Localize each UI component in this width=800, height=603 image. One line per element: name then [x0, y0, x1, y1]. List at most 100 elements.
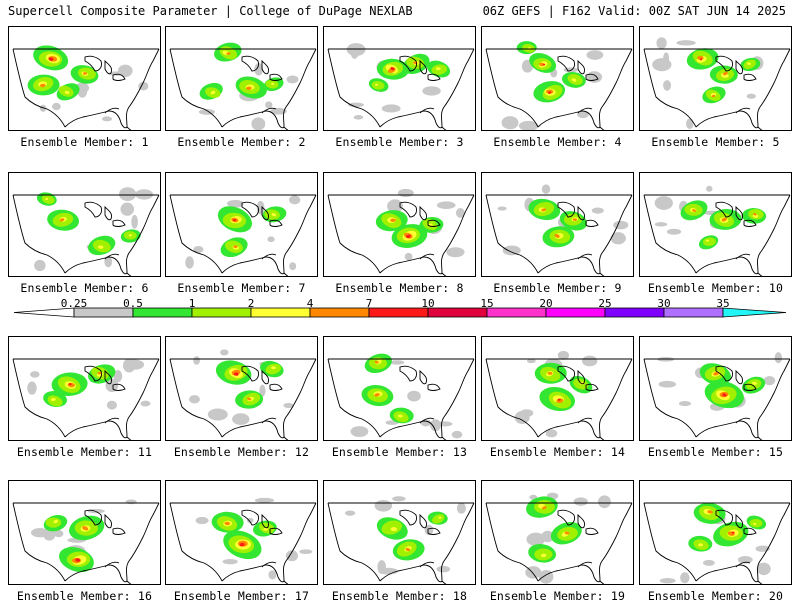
map-panel-member-2: [165, 26, 318, 131]
scp-shading-light: [389, 360, 405, 365]
member-caption: Ensemble Member: 12: [173, 445, 310, 459]
scp-shading: [753, 213, 757, 216]
scp-shading: [554, 234, 560, 238]
scp-shading: [721, 217, 727, 222]
scp-shading: [571, 78, 577, 82]
scp-shading: [540, 553, 547, 558]
colorbar-segment: [663, 307, 724, 318]
scp-shading: [263, 527, 269, 531]
scp-shading: [731, 531, 735, 534]
scp-map: [485, 184, 633, 276]
member-caption: Ensemble Member: 8: [335, 281, 464, 295]
colorbar-tick-label: 35: [716, 297, 730, 310]
coastline: [577, 253, 605, 276]
scp-shading-light: [404, 252, 413, 261]
member-caption: Ensemble Member: 6: [20, 281, 149, 295]
scp-shading: [233, 245, 238, 248]
map-panel-member-7: [165, 172, 318, 277]
map-panel-member-14: [481, 336, 634, 441]
scp-shading-light: [265, 101, 273, 109]
scp-shading: [752, 214, 759, 218]
map-panel-member-18: [323, 480, 476, 585]
colorbar-tick-label: 25: [598, 297, 612, 310]
scp-shading-light: [220, 349, 229, 356]
scp-shading-light: [610, 232, 626, 245]
scp-shading-light: [706, 185, 713, 192]
scp-shading-light: [350, 426, 369, 437]
colorbar-segment: [604, 307, 665, 318]
great-lakes-outline: [557, 365, 599, 391]
great-lakes-outline: [715, 509, 757, 535]
scp-map: [485, 41, 633, 130]
scp-shading-light: [289, 262, 297, 271]
scp-shading-light: [105, 378, 119, 393]
scp-shading: [707, 510, 713, 514]
scp-shading: [210, 90, 216, 95]
scp-shading: [50, 397, 56, 402]
scp-map: [643, 502, 791, 584]
scp-shading-light: [131, 214, 138, 229]
coastline: [419, 561, 447, 584]
scp-shading: [271, 82, 275, 85]
scp-shading: [39, 83, 46, 88]
scp-shading: [547, 371, 553, 375]
scp-shading-light: [455, 207, 465, 218]
scp-map: [327, 353, 475, 440]
coastline: [261, 253, 289, 276]
scp-map: [12, 187, 160, 276]
scp-shading: [41, 195, 55, 204]
map-panel-member-6: [8, 172, 161, 277]
colorbar-tick-label: 0.5: [123, 297, 143, 310]
scp-shading-light: [746, 93, 756, 99]
map-panel-member-13: [323, 336, 476, 441]
scp-shading-light: [346, 43, 366, 57]
scp-shading: [692, 209, 697, 212]
scp-shading: [246, 86, 252, 90]
coastline: [577, 561, 605, 584]
scp-shading-light: [541, 530, 554, 543]
colorbar: [13, 307, 787, 318]
scp-shading-light: [207, 408, 228, 421]
scp-shading-light: [222, 559, 238, 565]
scp-shading: [233, 372, 239, 376]
great-lakes-outline: [399, 365, 441, 391]
scp-shading-light: [456, 502, 466, 514]
scp-shading-light: [451, 430, 463, 439]
scp-map: [169, 194, 317, 276]
coastline: [104, 417, 132, 440]
member-caption: Ensemble Member: 17: [173, 589, 310, 603]
scp-shading-light: [755, 545, 770, 552]
scp-map: [169, 497, 317, 584]
scp-shading-light: [581, 355, 598, 367]
scp-shading: [48, 57, 54, 61]
scp-shading: [753, 522, 757, 526]
scp-shading-light: [381, 104, 401, 113]
scp-shading-light: [104, 256, 113, 268]
great-lakes-outline: [84, 201, 126, 227]
scp-shading-light: [656, 37, 667, 49]
scp-shading-light: [436, 201, 456, 210]
scp-shading: [375, 83, 379, 86]
map-panel-member-12: [165, 336, 318, 441]
great-lakes-outline: [84, 55, 126, 81]
scp-shading: [542, 63, 546, 66]
colorbar-segment: [309, 307, 370, 318]
scp-map: [485, 350, 633, 440]
scp-shading-light: [680, 572, 690, 584]
scp-map: [12, 499, 160, 584]
scp-shading-light: [737, 555, 753, 564]
member-caption: Ensemble Member: 5: [651, 135, 780, 149]
colorbar-tick-label: 10: [421, 297, 435, 310]
coastline: [104, 107, 132, 130]
scp-shading-light: [198, 108, 216, 115]
map-panel-member-4: [481, 26, 634, 131]
scp-shading-light: [686, 118, 694, 130]
scp-shading-light: [763, 376, 776, 386]
run-valid-time: 06Z GEFS | F162 Valid: 00Z SAT JUN 14 20…: [482, 4, 786, 18]
coastline: [261, 417, 289, 440]
scp-shading-light: [501, 116, 519, 130]
scp-shading-light: [119, 187, 137, 201]
member-caption: Ensemble Member: 7: [177, 281, 306, 295]
scp-shading-light: [666, 228, 682, 235]
colorbar-tick-label: 30: [657, 297, 671, 310]
